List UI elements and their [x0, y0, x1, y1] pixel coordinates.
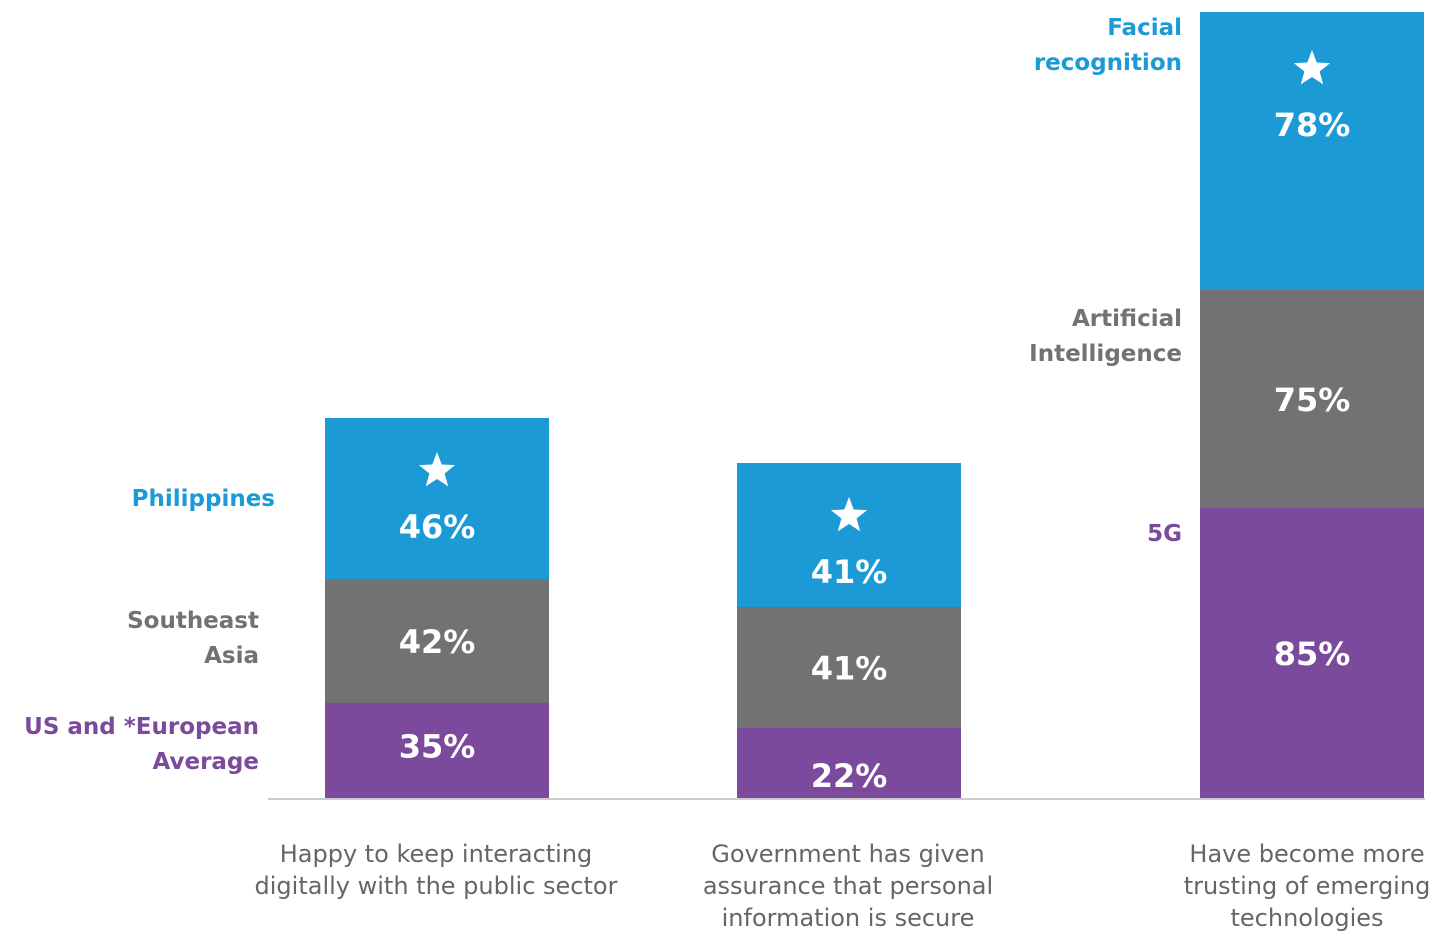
category-label: Happy to keep interacting: [280, 840, 593, 868]
series-label: Intelligence: [1029, 341, 1182, 367]
bar-segment: [1200, 508, 1424, 798]
category-label: Government has given: [711, 840, 984, 868]
bar-segment: [737, 728, 961, 798]
series-label: Artificial: [1072, 306, 1182, 332]
value-label: 85%: [1274, 635, 1351, 673]
value-label: 41%: [811, 650, 888, 688]
series-label: Average: [153, 749, 260, 775]
star-icon: [1293, 50, 1331, 85]
bar-segment: [325, 418, 549, 579]
value-label: 78%: [1274, 106, 1351, 144]
bar-segment: [737, 607, 961, 728]
value-label: 35%: [399, 728, 476, 766]
bar-segment: [325, 703, 549, 798]
series-label: recognition: [1034, 50, 1182, 76]
series-label: Asia: [204, 643, 259, 669]
category-label: digitally with the public sector: [255, 872, 618, 900]
bar-segment: [325, 579, 549, 703]
value-label: 75%: [1274, 381, 1351, 419]
value-label: 22%: [811, 757, 888, 795]
bar-segment: [737, 463, 961, 607]
bar-segment: [1200, 290, 1424, 508]
category-label: trusting of emerging: [1184, 872, 1431, 900]
category-label: information is secure: [722, 904, 975, 932]
star-icon: [418, 452, 456, 487]
category-label: Have become more: [1189, 840, 1424, 868]
series-label: 5G: [1147, 521, 1182, 547]
series-label: US and *European: [24, 714, 259, 740]
value-label: 41%: [811, 553, 888, 591]
category-label: technologies: [1231, 904, 1384, 932]
value-label: 42%: [399, 623, 476, 661]
value-label: 46%: [399, 508, 476, 546]
series-label: Facial: [1107, 15, 1182, 41]
star-icon: [830, 497, 868, 532]
series-label: Southeast: [127, 608, 259, 634]
category-label: assurance that personal: [703, 872, 993, 900]
series-label: Philippines: [132, 486, 275, 512]
